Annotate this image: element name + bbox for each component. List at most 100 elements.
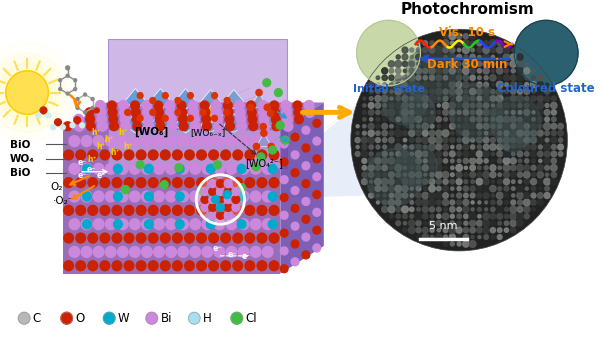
Circle shape: [510, 206, 517, 213]
Circle shape: [36, 113, 41, 118]
Text: h⁺: h⁺: [124, 142, 133, 151]
Text: [WO₆]: [WO₆]: [135, 127, 169, 138]
Circle shape: [451, 187, 454, 190]
Circle shape: [272, 115, 280, 124]
Circle shape: [409, 68, 414, 74]
Circle shape: [293, 101, 302, 110]
Circle shape: [376, 145, 380, 149]
Circle shape: [416, 48, 421, 52]
Circle shape: [74, 117, 81, 124]
Circle shape: [281, 158, 288, 166]
Circle shape: [484, 117, 488, 121]
Circle shape: [382, 186, 388, 192]
Circle shape: [485, 208, 488, 211]
Circle shape: [497, 179, 502, 184]
Circle shape: [497, 151, 503, 157]
Circle shape: [532, 76, 535, 80]
Circle shape: [471, 41, 475, 45]
Circle shape: [456, 96, 462, 101]
Circle shape: [362, 172, 367, 177]
Circle shape: [224, 110, 230, 115]
Circle shape: [470, 150, 476, 158]
Circle shape: [390, 166, 393, 169]
Circle shape: [470, 227, 476, 233]
Circle shape: [517, 207, 523, 212]
Circle shape: [442, 130, 449, 137]
Circle shape: [197, 233, 206, 243]
Circle shape: [383, 90, 386, 94]
Circle shape: [498, 62, 501, 66]
Circle shape: [437, 111, 441, 114]
Circle shape: [376, 194, 379, 197]
Circle shape: [403, 200, 407, 205]
Circle shape: [189, 107, 199, 117]
Circle shape: [146, 312, 158, 324]
Circle shape: [403, 69, 406, 73]
Circle shape: [470, 33, 476, 39]
Circle shape: [197, 206, 206, 215]
Circle shape: [55, 119, 61, 126]
Circle shape: [415, 116, 421, 122]
Circle shape: [483, 89, 489, 95]
Circle shape: [369, 97, 373, 100]
Circle shape: [503, 178, 509, 185]
Circle shape: [429, 82, 435, 88]
Polygon shape: [224, 113, 244, 132]
Circle shape: [188, 100, 198, 111]
Circle shape: [436, 55, 441, 59]
Circle shape: [489, 40, 496, 47]
Circle shape: [163, 93, 168, 99]
Circle shape: [281, 229, 288, 237]
Circle shape: [551, 123, 557, 129]
Circle shape: [248, 104, 254, 111]
Polygon shape: [175, 112, 196, 133]
Circle shape: [551, 145, 556, 149]
Text: Coloured state: Coloured state: [497, 81, 595, 95]
Circle shape: [112, 233, 122, 243]
Circle shape: [175, 98, 181, 103]
Circle shape: [396, 110, 400, 115]
Circle shape: [233, 261, 243, 271]
Circle shape: [190, 136, 200, 146]
Circle shape: [437, 82, 441, 87]
Circle shape: [382, 123, 388, 129]
Text: WO₄: WO₄: [10, 154, 34, 164]
Circle shape: [429, 53, 435, 61]
Circle shape: [429, 150, 435, 158]
Circle shape: [477, 227, 482, 233]
Circle shape: [443, 124, 448, 129]
Circle shape: [108, 108, 117, 117]
Circle shape: [463, 82, 469, 88]
Circle shape: [497, 88, 503, 95]
Circle shape: [217, 180, 224, 188]
Circle shape: [409, 89, 414, 94]
Circle shape: [451, 194, 454, 197]
Circle shape: [112, 261, 122, 271]
Circle shape: [430, 124, 434, 128]
Circle shape: [449, 68, 455, 74]
Circle shape: [415, 68, 421, 74]
Circle shape: [136, 206, 146, 215]
Circle shape: [491, 221, 495, 226]
Circle shape: [209, 178, 219, 188]
Circle shape: [114, 192, 122, 201]
Circle shape: [403, 89, 408, 94]
Polygon shape: [251, 93, 267, 107]
Circle shape: [82, 164, 92, 173]
Circle shape: [212, 107, 222, 117]
Circle shape: [209, 211, 217, 219]
Circle shape: [202, 191, 213, 202]
Circle shape: [367, 149, 422, 206]
Circle shape: [226, 163, 237, 174]
Circle shape: [477, 220, 482, 226]
Circle shape: [464, 235, 468, 240]
Circle shape: [281, 100, 291, 111]
Circle shape: [423, 41, 427, 46]
Circle shape: [430, 75, 435, 80]
Circle shape: [91, 98, 94, 100]
Circle shape: [64, 233, 73, 243]
Circle shape: [178, 136, 188, 146]
Circle shape: [518, 103, 522, 107]
Circle shape: [457, 41, 461, 46]
Circle shape: [396, 96, 400, 101]
